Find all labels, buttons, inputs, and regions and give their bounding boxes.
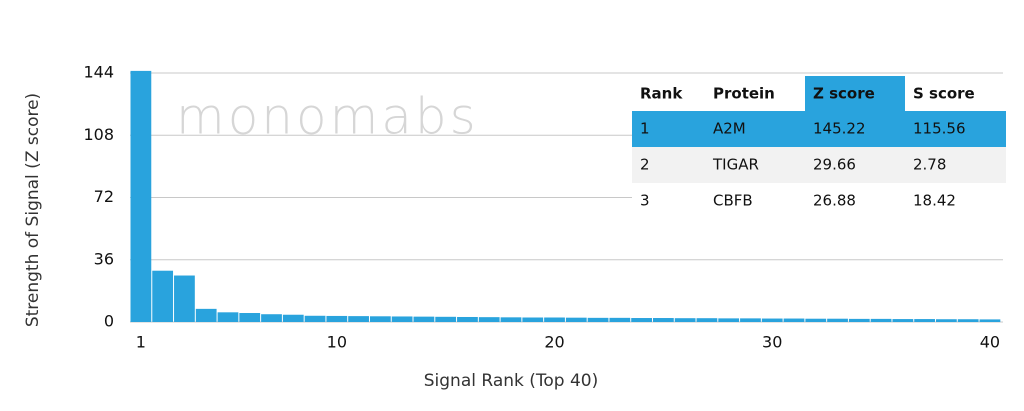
table-cell: CBFB xyxy=(713,192,753,210)
table-cell: 26.88 xyxy=(813,192,856,210)
table-cell: 1 xyxy=(640,120,650,138)
bar xyxy=(522,317,544,322)
table-cell: 29.66 xyxy=(813,156,856,174)
table-header: Rank xyxy=(640,85,683,103)
bar xyxy=(870,318,892,322)
bar xyxy=(936,319,957,322)
x-tick-label: 1 xyxy=(136,333,146,352)
bar xyxy=(652,318,674,322)
table-cell: 18.42 xyxy=(913,192,956,210)
y-tick-label: 36 xyxy=(94,249,114,268)
bar xyxy=(914,319,936,322)
bar xyxy=(979,319,1001,322)
bar xyxy=(130,70,152,323)
bar xyxy=(500,317,522,322)
table-header: S score xyxy=(913,85,975,103)
bar xyxy=(957,319,979,322)
bar xyxy=(304,315,326,322)
bar xyxy=(413,316,435,322)
bar xyxy=(369,316,391,322)
table-cell: 3 xyxy=(640,192,650,210)
x-tick-label: 30 xyxy=(762,333,782,352)
header-highlight xyxy=(805,76,905,111)
table-cell: TIGAR xyxy=(712,156,759,174)
bar xyxy=(783,318,805,322)
watermark: monomabs xyxy=(176,88,479,146)
row-highlight xyxy=(632,111,1006,147)
y-tick-label: 108 xyxy=(83,125,114,144)
bar xyxy=(827,318,848,322)
bar xyxy=(848,318,870,322)
x-axis-title: Signal Rank (Top 40) xyxy=(424,371,599,391)
bar xyxy=(282,314,304,322)
bar xyxy=(761,318,783,322)
bar xyxy=(892,319,914,322)
bar xyxy=(544,317,565,322)
x-tick-label: 20 xyxy=(544,333,564,352)
table-cell: 145.22 xyxy=(813,120,866,138)
bar xyxy=(565,317,587,322)
bar xyxy=(696,318,718,322)
table-cell: 115.56 xyxy=(913,120,966,138)
y-tick-label: 0 xyxy=(104,312,114,331)
bar xyxy=(217,312,239,322)
x-tick-label: 40 xyxy=(980,333,1000,352)
bar xyxy=(457,316,478,322)
bar xyxy=(740,318,761,322)
bars xyxy=(130,70,1001,323)
table-header: Protein xyxy=(713,85,775,103)
bar xyxy=(326,315,348,322)
bar xyxy=(587,317,609,322)
bar xyxy=(261,314,282,322)
table-cell: 2.78 xyxy=(913,156,946,174)
table: Rank Protein Z score S score 1 A2M 145.22 115.5… xyxy=(632,76,1006,219)
bar xyxy=(174,275,195,322)
bar xyxy=(805,318,827,322)
bar xyxy=(195,308,217,322)
bar xyxy=(478,317,500,322)
bar xyxy=(391,316,413,322)
y-tick-label: 72 xyxy=(94,187,114,206)
bar xyxy=(631,318,652,322)
bar xyxy=(239,313,261,322)
table-cell: 2 xyxy=(640,156,650,174)
grid: 0 36 72 108 144 1 10 20 30 40 xyxy=(83,63,1003,352)
bar xyxy=(674,318,696,322)
table-header: Z score xyxy=(813,85,875,103)
y-axis-title: Strength of Signal (Z score) xyxy=(23,93,43,327)
bar xyxy=(435,316,457,322)
bar xyxy=(718,318,740,322)
table-cell: A2M xyxy=(713,120,746,138)
y-tick-label: 144 xyxy=(83,63,114,82)
bar xyxy=(152,270,174,322)
bar xyxy=(609,317,631,322)
bar xyxy=(348,316,369,322)
x-tick-label: 10 xyxy=(327,333,347,352)
row-shade xyxy=(632,147,1006,183)
